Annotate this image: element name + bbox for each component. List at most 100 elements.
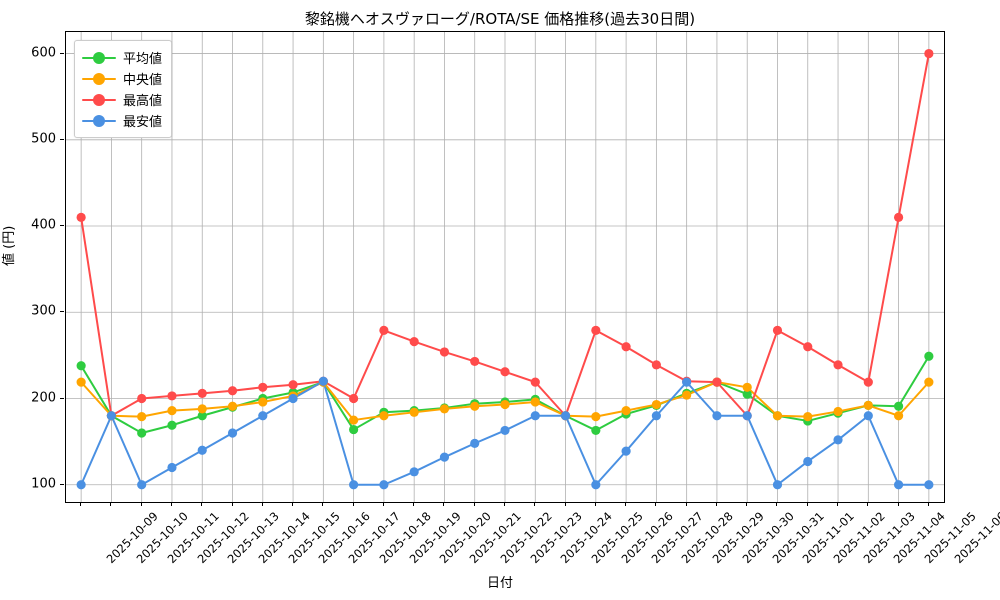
legend-item[interactable]: 最高値: [82, 89, 162, 110]
y-axis-tick-label: 100: [31, 476, 56, 492]
data-point: [893, 411, 904, 421]
data-point: [76, 212, 86, 223]
legend-swatch-icon: [82, 51, 116, 65]
x-axis-label: 日付: [486, 576, 513, 591]
data-point: [288, 393, 298, 404]
data-point: [863, 400, 873, 411]
data-point: [167, 420, 177, 430]
data-point: [924, 351, 934, 361]
x-axis-tick-label: 2025-11-04: [890, 509, 949, 567]
data-point: [924, 48, 934, 59]
data-point: [833, 406, 843, 417]
legend-item-label: 中央値: [123, 73, 163, 88]
data-point: [530, 411, 540, 421]
data-point: [500, 399, 510, 410]
x-axis-tick-label: 2025-10-21: [467, 509, 525, 567]
data-point: [197, 404, 207, 414]
data-point: [924, 480, 934, 490]
data-point: [349, 424, 359, 435]
data-point: [893, 401, 904, 411]
y-axis-tick: [60, 138, 64, 140]
x-axis-tick-label: 2025-10-28: [678, 509, 737, 567]
x-axis-tick-label: 2025-10-18: [376, 509, 434, 567]
data-point: [349, 480, 359, 490]
legend-swatch-icon: [82, 93, 116, 107]
data-point: [591, 412, 601, 422]
data-point: [409, 407, 419, 417]
data-point: [621, 446, 631, 456]
plot-svg: [66, 32, 944, 502]
data-point: [197, 388, 207, 398]
data-point: [742, 389, 752, 399]
data-point: [712, 411, 722, 421]
data-point: [621, 342, 631, 352]
x-axis-tick-label: 2025-10-19: [406, 509, 464, 567]
data-point: [318, 376, 328, 386]
legend-item[interactable]: 中央値: [82, 68, 162, 89]
data-point: [137, 480, 147, 490]
plot-area: [65, 31, 945, 503]
x-axis-tick-label: 2025-10-09: [103, 509, 161, 567]
x-axis-tick-label: 2025-10-15: [285, 509, 343, 567]
data-point: [258, 411, 268, 421]
data-point: [439, 404, 450, 414]
legend-item-label: 最高値: [123, 94, 163, 109]
data-point: [439, 452, 450, 462]
data-point: [288, 380, 298, 390]
data-point: [803, 456, 813, 467]
data-point: [258, 397, 268, 407]
page-title: 黎銘機ヘオスヴァローグ/ROTA/SE 価格推移(過去30日間): [304, 10, 696, 28]
legend-swatch-icon: [82, 114, 116, 128]
data-point: [470, 356, 480, 367]
y-axis-tick-label: 400: [31, 217, 56, 233]
data-point: [863, 411, 873, 421]
data-point: [803, 342, 813, 352]
data-point: [893, 480, 904, 490]
legend-item-label: 平均値: [123, 52, 163, 67]
data-point: [712, 377, 722, 387]
data-point: [500, 425, 510, 436]
data-point: [76, 377, 86, 387]
y-axis-tick-label: 300: [31, 303, 56, 319]
data-point: [530, 397, 540, 407]
data-point: [409, 467, 419, 477]
data-point: [439, 347, 450, 357]
legend-item[interactable]: 最安値: [82, 110, 162, 131]
data-point: [379, 411, 389, 421]
x-axis-tick-label: 2025-10-20: [436, 509, 494, 567]
y-axis-tick: [60, 483, 64, 485]
chart-legend: 平均値中央値最高値 最安値: [74, 40, 173, 138]
x-axis-tick-label: 2025-10-27: [648, 509, 706, 567]
data-point: [106, 411, 117, 421]
legend-item[interactable]: 平均値: [82, 47, 162, 68]
y-axis-tick: [60, 311, 64, 313]
data-point: [137, 428, 147, 438]
x-axis-tick-label: 2025-10-26: [618, 509, 676, 567]
x-axis-tick-label: 2025-10-16: [315, 509, 373, 567]
x-axis-tick-label: 2025-10-10: [133, 509, 192, 567]
data-point: [167, 462, 177, 473]
data-point: [682, 390, 692, 400]
x-axis-tick-label: 2025-11-05: [921, 509, 979, 567]
y-axis-tick-label: 500: [31, 131, 56, 147]
x-axis-tick-label: 2025-10-22: [497, 509, 555, 567]
x-axis-tick-label: 2025-10-31: [769, 509, 827, 567]
data-point: [470, 438, 480, 448]
x-axis-tick-label: 2025-10-29: [709, 509, 767, 567]
x-axis-tick-label: 2025-10-14: [255, 509, 313, 567]
y-axis-tick: [60, 52, 64, 54]
data-point: [893, 212, 904, 223]
x-axis-tick-label: 2025-11-02: [830, 509, 888, 567]
data-point: [772, 411, 783, 421]
data-point: [591, 480, 601, 490]
x-axis-tick-label: 2025-10-12: [194, 509, 252, 567]
data-point: [803, 412, 813, 422]
data-point: [591, 325, 601, 335]
data-point: [258, 382, 268, 392]
data-point: [137, 412, 147, 422]
y-axis-tick: [60, 397, 64, 399]
x-axis-tick-label: 2025-10-25: [588, 509, 646, 567]
data-point: [349, 393, 359, 404]
data-point: [500, 367, 510, 377]
data-point: [227, 428, 238, 438]
